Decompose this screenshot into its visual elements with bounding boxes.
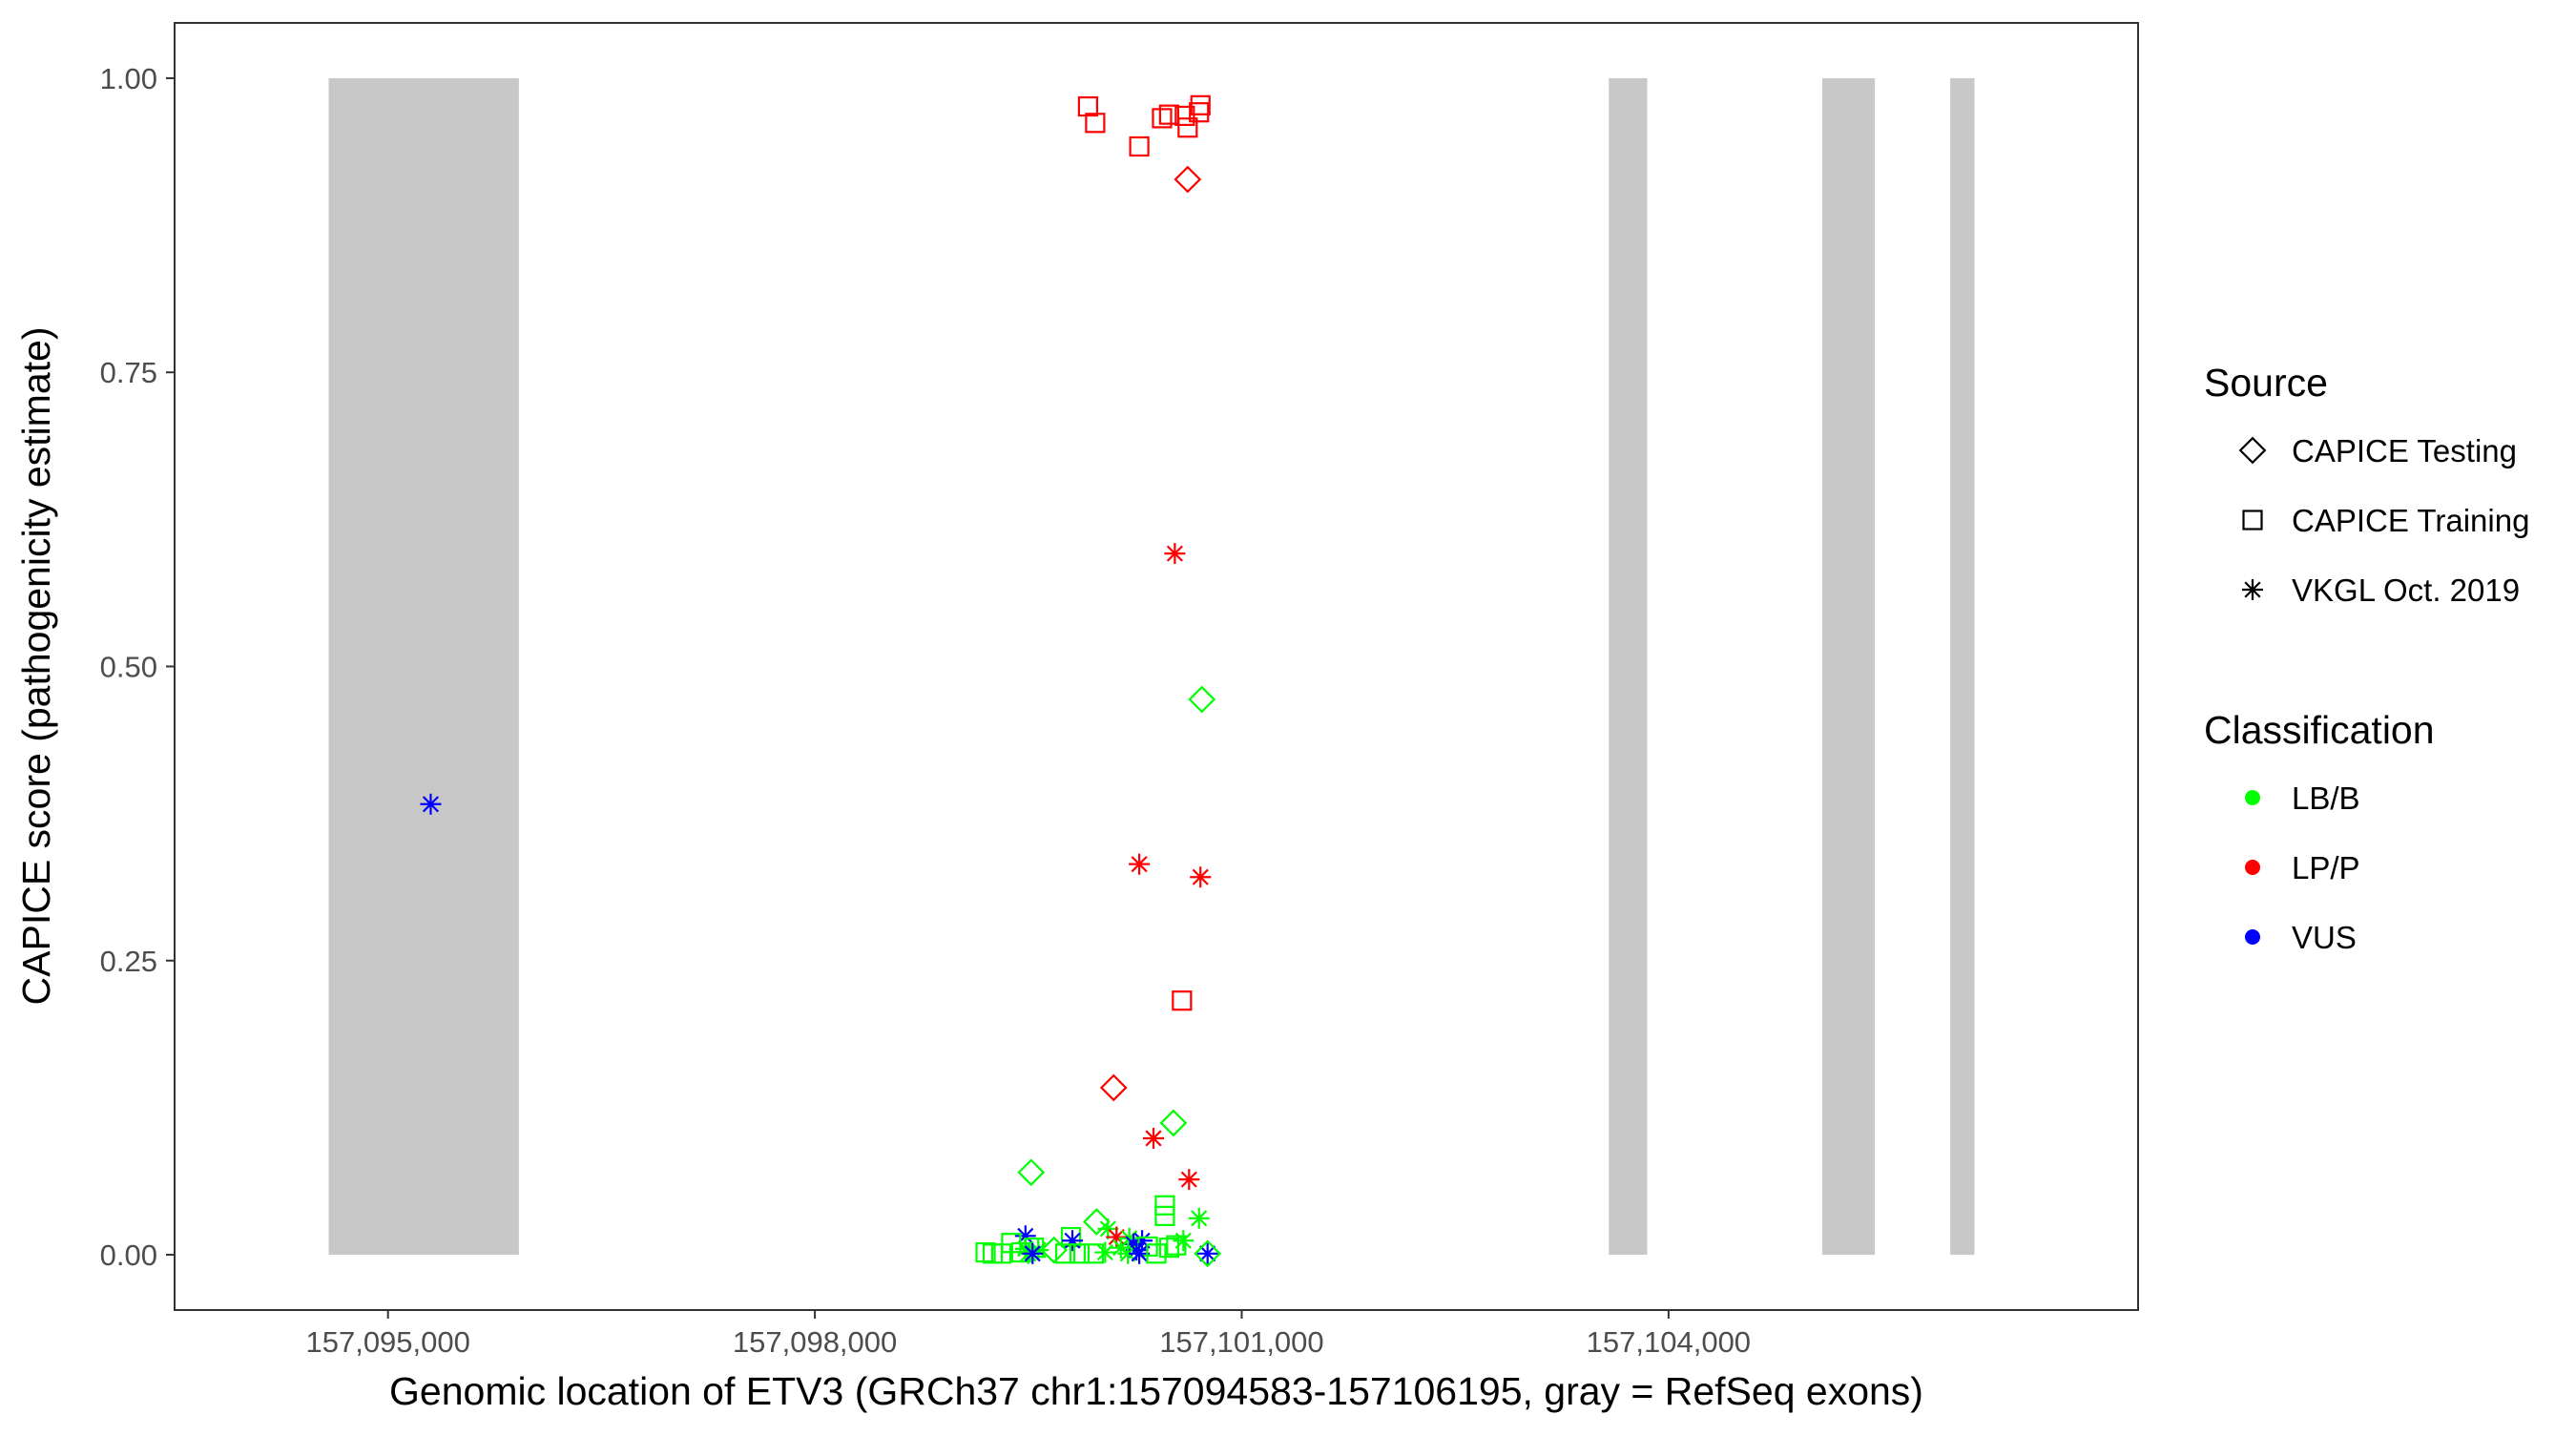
legend-source-item-2: CAPICE Training [2242,503,2529,538]
data-point-33 [1173,1230,1195,1252]
point-layer [420,94,1222,1268]
data-point-8 [1189,102,1210,123]
data-point-6 [1174,105,1195,127]
data-point-24 [1188,1207,1210,1229]
data-point-59 [1194,1239,1222,1268]
legend-source: Source CAPICE Testing CAPICE Training VKGL… [2204,361,2529,608]
data-point-51 [1054,1243,1076,1264]
legend-source-item-1: CAPICE Testing [2238,433,2517,468]
x-tick-label-4: 157,104,000 [1587,1325,1751,1359]
legend-classification-label-3: VUS [2292,920,2357,955]
x-tick-label-1: 157,095,000 [305,1325,469,1359]
data-point-18 [1159,1109,1188,1137]
data-point-5 [1158,104,1180,125]
data-point-13 [420,793,442,815]
data-point-2 [1085,113,1106,134]
data-point-12 [1188,685,1216,714]
data-point-4 [1152,108,1173,129]
data-point-22 [1154,1195,1175,1216]
legend-classification-item-2: LP/P [2245,850,2360,885]
legend-classification-title: Classification [2204,708,2435,752]
y-axis-title: CAPICE score (pathogenicity estimate) [14,327,58,1006]
legend-classification: Classification LB/B LP/P VUS [2204,708,2435,955]
legend-source-label-3: VKGL Oct. 2019 [2292,572,2520,608]
data-point-14 [1129,853,1151,875]
y-axis: 0.00 0.25 0.50 0.75 1.00 [100,62,175,1272]
data-point-17 [1099,1073,1128,1102]
data-point-10 [1174,165,1202,194]
exon-band-3 [1821,77,1876,1256]
data-point-52 [1069,1243,1091,1264]
data-point-20 [1017,1158,1046,1187]
data-point-57 [1146,1243,1167,1264]
data-point-23 [1154,1205,1175,1226]
data-point-43 [1040,1236,1069,1264]
x-axis-title: Genomic location of ETV3 (GRCh37 chr1:15… [389,1369,1923,1413]
legend-classification-item-3: VUS [2245,920,2357,955]
data-point-47 [990,1243,1012,1264]
data-point-58 [1196,1242,1218,1264]
exon-band-4 [1950,77,1975,1256]
data-point-25 [1082,1208,1111,1236]
data-point-21 [1178,1169,1200,1191]
data-point-54 [1094,1241,1116,1263]
y-tick-label-5: 1.00 [100,62,157,95]
data-point-3 [1129,135,1150,157]
x-tick-label-3: 157,101,000 [1159,1325,1323,1359]
data-point-56 [1129,1242,1151,1264]
data-point-31 [1062,1230,1084,1252]
data-point-50 [1022,1242,1044,1264]
exon-band-1 [328,77,519,1256]
data-point-26 [1097,1217,1119,1239]
data-point-7 [1177,117,1198,138]
data-point-19 [1143,1127,1165,1149]
data-point-16 [1172,990,1193,1011]
x-tick-label-2: 157,098,000 [733,1325,897,1359]
legend-source-item-3: VKGL Oct. 2019 [2242,572,2520,608]
data-point-11 [1164,543,1186,565]
data-point-1 [1077,95,1099,117]
data-point-36 [1166,1235,1187,1256]
y-tick-label-4: 0.75 [100,356,157,389]
legend-source-label-2: CAPICE Training [2292,503,2529,538]
legend-classification-item-1: LB/B [2245,780,2360,816]
legend-classification-label-2: LP/P [2292,850,2360,885]
data-point-9 [1190,94,1211,115]
x-axis: 157,095,000 157,098,000 157,101,000 157,104… [305,1310,1751,1359]
data-point-45 [975,1241,996,1263]
legend-source-label-1: CAPICE Testing [2292,433,2517,468]
legend-source-title: Source [2204,361,2328,405]
legend-classification-label-1: LB/B [2292,780,2360,816]
y-tick-label-1: 0.00 [100,1238,157,1272]
data-point-15 [1190,866,1212,888]
exon-layer [328,77,1975,1256]
exon-band-2 [1609,77,1648,1256]
y-tick-label-3: 0.50 [100,651,157,684]
data-point-38 [1158,1238,1180,1259]
y-tick-label-2: 0.25 [100,945,157,978]
